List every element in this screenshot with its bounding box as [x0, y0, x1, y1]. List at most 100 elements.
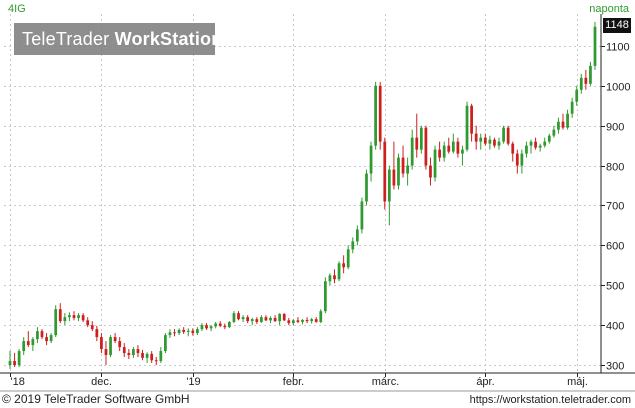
candle-body: [191, 330, 195, 334]
candle-body: [264, 317, 268, 321]
candle: [95, 325, 99, 342]
candle-body: [589, 65, 592, 84]
candle: [246, 315, 250, 324]
candle-body: [515, 153, 519, 166]
candle: [474, 125, 478, 150]
candle-body: [26, 341, 30, 346]
candle: [200, 323, 204, 332]
candle-body: [323, 281, 327, 312]
candle: [447, 137, 451, 154]
candle: [77, 313, 80, 322]
candle: [31, 337, 35, 352]
candle: [429, 157, 432, 186]
symbol-label: 4IG: [8, 3, 26, 15]
candle: [557, 117, 560, 134]
candle-body: [223, 325, 227, 328]
candle-body: [506, 127, 510, 144]
candle: [378, 81, 382, 150]
candle-body: [109, 337, 112, 356]
candle: [584, 69, 588, 90]
candle-body: [566, 113, 569, 128]
candle: [168, 329, 172, 338]
candle: [515, 149, 519, 174]
candle-body: [575, 89, 579, 102]
candle: [570, 97, 574, 118]
candle: [54, 305, 58, 338]
candle: [406, 157, 409, 186]
candle-body: [493, 139, 496, 146]
candle: [72, 311, 76, 321]
candle-body: [31, 339, 35, 346]
candle: [232, 311, 236, 324]
candle: [465, 101, 469, 152]
candle: [205, 323, 208, 330]
candle: [301, 319, 304, 325]
candle: [561, 113, 565, 130]
candle-body: [570, 101, 574, 114]
candle-body: [214, 323, 218, 327]
candle-body: [58, 309, 62, 322]
candle: [392, 141, 396, 190]
candle: [415, 113, 419, 158]
candle: [579, 73, 583, 94]
candle-body: [561, 121, 565, 128]
candle-body: [360, 201, 364, 230]
candle-body: [296, 320, 300, 322]
candle: [259, 315, 263, 324]
candle-body: [150, 353, 154, 361]
candle: [456, 137, 460, 158]
candle: [122, 343, 126, 358]
candle: [63, 313, 67, 326]
candle-body: [346, 249, 350, 268]
candle: [479, 133, 483, 150]
x-tick-label: '19: [186, 376, 200, 388]
candle: [511, 141, 515, 162]
candle-body: [387, 169, 391, 202]
candle-body: [104, 349, 108, 356]
candle-body: [333, 275, 336, 280]
candle-body: [461, 149, 464, 154]
candle-body: [538, 145, 542, 148]
candle-body: [488, 139, 492, 144]
candle: [337, 261, 341, 282]
candle: [26, 331, 30, 348]
candle: [323, 277, 327, 314]
candle-body: [456, 141, 460, 154]
candle: [145, 352, 149, 364]
candle: [525, 141, 528, 158]
candle-body: [291, 320, 295, 324]
watermark-background: [14, 23, 215, 55]
period-label[interactable]: naponta: [589, 3, 629, 15]
candle: [196, 327, 199, 336]
candle-body: [397, 157, 400, 186]
candle: [118, 337, 122, 352]
candle-body: [310, 319, 314, 322]
candle: [493, 137, 496, 148]
candle-body: [520, 153, 524, 166]
candle-body: [465, 105, 469, 150]
y-tick-label: 700: [606, 201, 624, 213]
candle: [86, 317, 90, 328]
candle: [36, 327, 39, 344]
y-tick-label: 800: [606, 162, 624, 174]
candle: [228, 321, 231, 328]
candle-body: [474, 133, 478, 142]
candle-body: [497, 141, 501, 146]
source-url[interactable]: https://workstation.teletrader.com: [469, 394, 631, 406]
candle: [182, 327, 186, 334]
candle: [369, 141, 373, 182]
candle: [209, 325, 213, 332]
candle: [305, 317, 309, 324]
candle: [360, 197, 364, 234]
y-axis: 300 400 500 600 700 800 900 1000 1100: [600, 14, 630, 373]
candle-body: [22, 341, 26, 352]
candle: [387, 165, 391, 226]
candle-body: [406, 165, 409, 174]
candle: [191, 328, 195, 336]
candle-body: [228, 321, 231, 328]
candle: [154, 357, 158, 366]
candle-body: [113, 337, 117, 342]
candle: [113, 333, 117, 344]
